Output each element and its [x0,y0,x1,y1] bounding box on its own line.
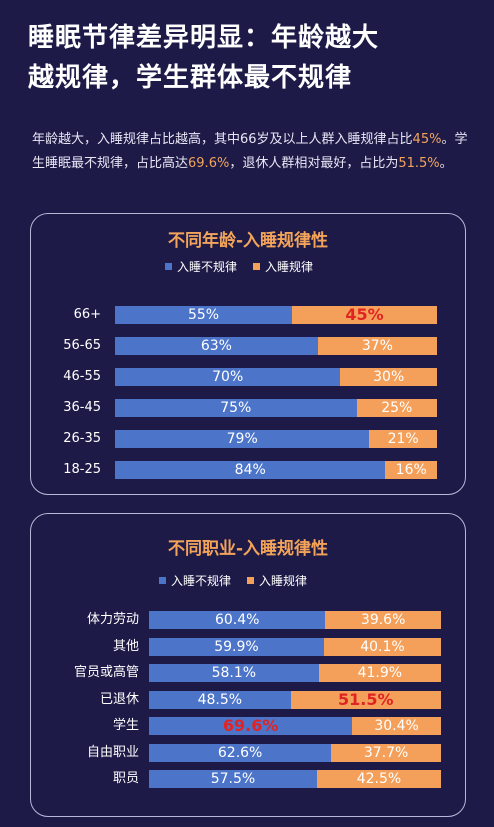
bar-regular: 37% [317,337,437,355]
bar-regular: 30% [340,368,437,386]
bar-regular: 40.1% [323,637,441,656]
category-label: 官员或高管 [73,665,139,680]
bar-regular: 51.5% [290,690,441,709]
bar-regular: 39.6% [325,611,441,629]
bar-irregular: 62.6% [149,743,332,762]
legend-swatch-orange [247,577,255,584]
category-label: 56-65 [63,338,101,353]
bar-row: 36-45 75% 25% [31,399,465,417]
summary-value-1: 45% [412,132,442,147]
category-label: 46-55 [63,369,101,384]
bar-irregular: 79% [115,430,370,448]
category-label: 其他 [112,638,139,654]
bar-row: 职员 57.5% 42.5% [31,770,465,788]
bar-irregular: 69.6% [149,717,353,735]
bar-irregular: 60.4% [149,611,326,629]
legend-regular: 入睡规律 [253,258,313,275]
legend-irregular: 入睡不规律 [165,258,237,275]
summary-part-2: 。学生睡眠最不规律，占比高达 [32,132,468,171]
bar-regular: 45% [292,306,437,324]
bar-irregular: 58.1% [149,664,319,682]
legend-label-regular: 入睡规律 [259,574,308,588]
bar-regular: 42.5% [316,770,441,788]
bar-regular: 30.4% [352,717,441,735]
bar-row: 体力劳动 60.4% 39.6% [31,611,465,629]
bar-irregular: 57.5% [149,770,317,788]
bar-regular: 41.9% [318,664,441,682]
bar-irregular: 75% [115,399,357,417]
title-line-1: 睡眠节律差异明显：年龄越大 [28,23,380,53]
bar-irregular: 70% [115,368,341,386]
bar-regular: 21% [369,430,437,448]
summary-part-4: 。 [439,156,453,171]
legend-label-irregular: 入睡不规律 [177,260,238,274]
bar-row: 18-25 84% 16% [31,461,465,479]
bar-regular: 25% [356,399,437,417]
category-label: 18-25 [63,462,101,477]
bar-row: 学生 69.6% 30.4% [31,717,465,735]
bar-regular: 16% [385,461,437,479]
legend-swatch-blue [159,577,166,584]
legend-label-irregular: 入睡不规律 [171,574,232,588]
summary-part-1: 年龄越大，入睡规律占比越高，其中66岁及以上人群入睡规律占比 [32,132,413,147]
page-title: 睡眠节律差异明显：年龄越大 越规律，学生群体最不规律 [28,18,478,98]
legend-label-regular: 入睡规律 [265,260,314,274]
age-chart-panel: 不同年龄-入睡规律性 入睡不规律 入睡规律 66+ 55% 45% 56-65 63% 3… [30,213,466,495]
summary-value-3: 51.5% [398,156,440,171]
occupation-chart-legend: 入睡不规律 入睡规律 [159,572,307,589]
age-chart-title: 不同年龄-入睡规律性 [167,231,329,251]
summary-value-2: 69.6% [188,156,230,171]
bar-row: 其他 59.9% 40.1% [31,637,465,656]
category-label: 体力劳动 [86,612,139,627]
category-label: 26-35 [63,431,101,446]
bar-irregular: 63% [115,337,318,355]
bar-row: 66+ 55% 45% [31,306,465,324]
bar-irregular: 59.9% [149,637,324,656]
summary-text: 年龄越大，入睡规律占比越高，其中66岁及以上人群入睡规律占比45%。学生睡眠最不… [32,128,472,176]
summary-part-3: ，退休人群相对最好，占比为 [229,156,399,171]
bar-irregular: 48.5% [149,690,291,709]
category-label: 学生 [112,718,139,733]
legend-swatch-blue [165,263,172,270]
bar-row: 46-55 70% 30% [31,368,465,386]
bar-regular: 37.7% [331,743,441,762]
occupation-chart-panel: 不同职业-入睡规律性 入睡不规律 入睡规律 体力劳动 60.4% 39.6% 其他 59… [30,513,466,817]
legend-swatch-orange [253,263,261,270]
title-line-2: 越规律，学生群体最不规律 [28,63,353,93]
bar-row: 自由职业 62.6% 37.7% [31,743,465,762]
bar-irregular: 84% [115,461,386,479]
bar-row: 26-35 79% 21% [31,430,465,448]
legend-regular: 入睡规律 [247,572,307,589]
occupation-chart-title: 不同职业-入睡规律性 [167,539,329,559]
age-chart-legend: 入睡不规律 入睡规律 [165,258,313,275]
category-label: 36-45 [63,400,101,415]
legend-irregular: 入睡不规律 [159,572,231,589]
bar-row: 官员或高管 58.1% 41.9% [31,664,465,682]
bar-irregular: 55% [115,306,293,324]
category-label: 66+ [73,307,101,322]
category-label: 职员 [112,771,139,786]
bar-row: 已退休 48.5% 51.5% [31,690,465,709]
category-label: 已退休 [99,691,139,707]
bar-row: 56-65 63% 37% [31,337,465,355]
category-label: 自由职业 [86,744,139,760]
